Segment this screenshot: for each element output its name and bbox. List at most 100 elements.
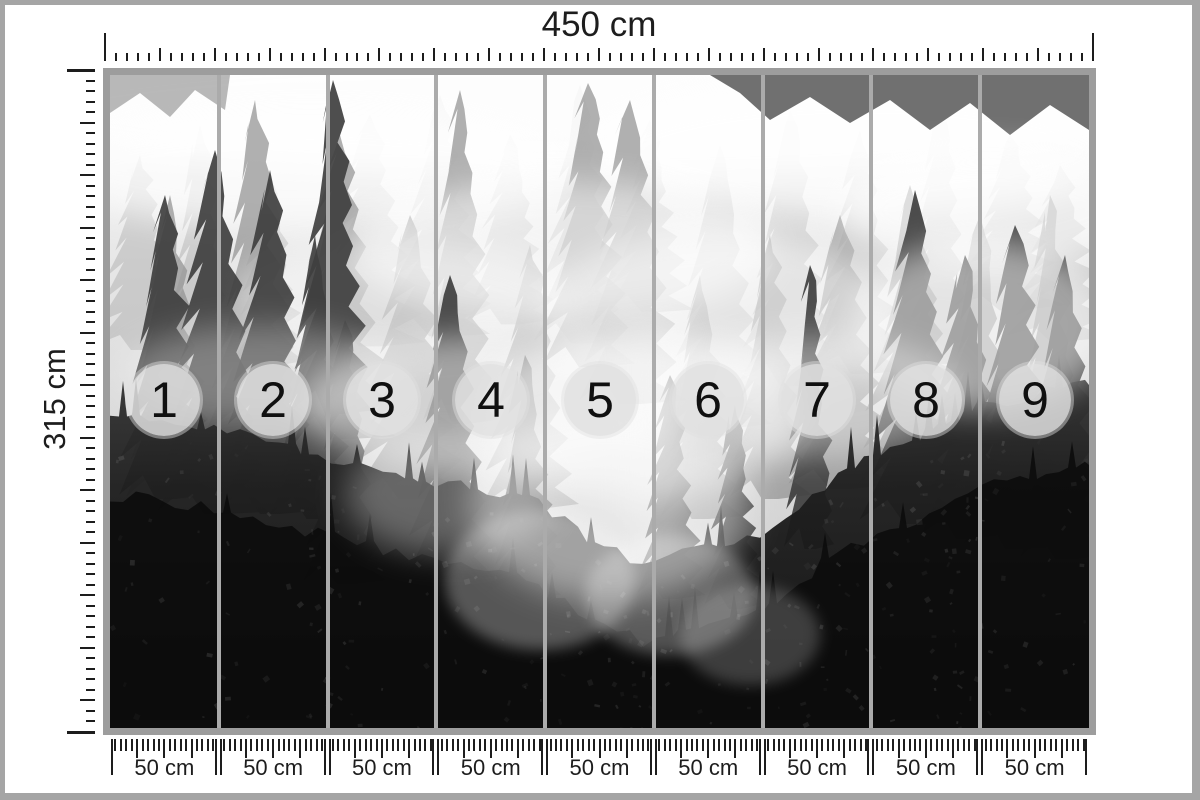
- ruler-tick: [914, 739, 916, 751]
- ruler-tick: [609, 739, 611, 751]
- ruler-tick: [985, 739, 987, 751]
- ruler-tick: [1061, 739, 1063, 758]
- ruler-tick: [794, 739, 796, 751]
- ruler-tick: [86, 374, 95, 376]
- ruler-tick: [86, 143, 95, 145]
- ruler-tick: [147, 739, 149, 751]
- ruler-tick: [1050, 739, 1052, 751]
- ruler-tick: [1004, 53, 1006, 61]
- ruler-tick: [245, 739, 247, 758]
- ruler-tick: [356, 53, 358, 61]
- ruler-tick: [981, 739, 983, 775]
- ruler-tick: [86, 720, 95, 722]
- ruler-tick: [348, 739, 350, 751]
- ruler-tick: [247, 53, 249, 61]
- ruler-tick: [968, 739, 970, 751]
- ruler-tick: [192, 53, 194, 61]
- ruler-tick: [125, 739, 127, 751]
- ruler-tick: [631, 53, 633, 61]
- ruler-tick: [86, 290, 95, 292]
- ruler-tick: [299, 739, 301, 758]
- ruler-tick: [305, 739, 307, 751]
- ruler-tick: [86, 626, 95, 628]
- ruler-tick: [599, 739, 601, 758]
- ruler-tick: [609, 53, 611, 61]
- panel-divider: [652, 75, 656, 728]
- ruler-tick: [86, 353, 95, 355]
- ruler-tick: [1015, 53, 1017, 61]
- panel-width-label: 50 cm: [243, 755, 304, 780]
- ruler-tick: [86, 605, 95, 607]
- ruler-tick: [1037, 48, 1039, 61]
- ruler-tick: [941, 739, 943, 751]
- ruler-tick: [541, 739, 543, 775]
- ruler-tick: [67, 731, 95, 734]
- ruler-tick: [811, 739, 813, 751]
- total-width-label: 450 cm: [541, 5, 657, 44]
- ruler-tick: [392, 739, 394, 751]
- ruler-tick: [576, 53, 578, 61]
- ruler-tick: [80, 594, 95, 596]
- panel-number-badge: 5: [564, 364, 636, 436]
- ruler-tick: [294, 739, 296, 751]
- panel-number-badge: 2: [237, 364, 309, 436]
- ruler-tick: [898, 739, 900, 758]
- ruler-tick: [240, 739, 242, 751]
- ruler-tick: [159, 48, 161, 61]
- ruler-tick: [80, 332, 95, 334]
- ruler-tick: [337, 739, 339, 751]
- ruler-tick: [115, 53, 117, 61]
- ruler-tick: [827, 739, 829, 751]
- ruler-tick: [267, 739, 269, 751]
- ruler-tick: [225, 53, 227, 61]
- ruler-tick: [930, 739, 932, 751]
- ruler-tick: [86, 395, 95, 397]
- ruler-tick: [86, 426, 95, 428]
- ruler-tick: [1039, 739, 1041, 751]
- ruler-tick: [136, 739, 138, 758]
- ruler-tick: [675, 53, 677, 61]
- ruler-tick: [288, 739, 290, 751]
- ruler-tick: [422, 53, 424, 61]
- ruler-tick: [506, 739, 508, 751]
- ruler-tick: [1028, 739, 1030, 751]
- ruler-tick: [370, 739, 372, 751]
- ruler-tick: [577, 739, 579, 751]
- ruler-tick: [729, 739, 731, 751]
- ruler-tick: [919, 739, 921, 751]
- ruler-tick: [310, 739, 312, 751]
- panel-width-label: 50 cm: [569, 755, 630, 780]
- ruler-tick: [763, 48, 765, 61]
- ruler-tick: [196, 739, 198, 751]
- ruler-tick: [680, 739, 682, 758]
- page-border-right: [1192, 0, 1200, 800]
- ruler-tick: [86, 689, 95, 691]
- ruler-tick: [976, 739, 978, 775]
- ruler-tick: [686, 53, 688, 61]
- ruler-tick: [86, 710, 95, 712]
- ruler-tick: [86, 164, 95, 166]
- ruler-tick: [1070, 53, 1072, 61]
- ruler-tick: [490, 739, 492, 758]
- ruler-tick: [936, 739, 938, 751]
- ruler-tick: [971, 53, 973, 61]
- ruler-tick: [86, 573, 95, 575]
- ruler-tick: [86, 552, 95, 554]
- panel-divider: [217, 75, 221, 728]
- ruler-tick: [376, 739, 378, 751]
- ruler-tick: [378, 48, 380, 61]
- ruler-tick: [821, 739, 823, 751]
- page-border-left: [0, 0, 5, 800]
- panel-number: 8: [912, 372, 940, 428]
- ruler-tick: [332, 739, 334, 751]
- ruler-tick: [324, 739, 326, 775]
- ruler-tick: [86, 101, 95, 103]
- ruler-tick: [203, 53, 205, 61]
- ruler-tick: [800, 739, 802, 751]
- ruler-tick: [302, 53, 304, 61]
- ruler-tick: [201, 739, 203, 751]
- ruler-tick: [1066, 739, 1068, 751]
- ruler-tick: [148, 53, 150, 61]
- ruler-tick: [86, 216, 95, 218]
- ruler-tick: [403, 739, 405, 751]
